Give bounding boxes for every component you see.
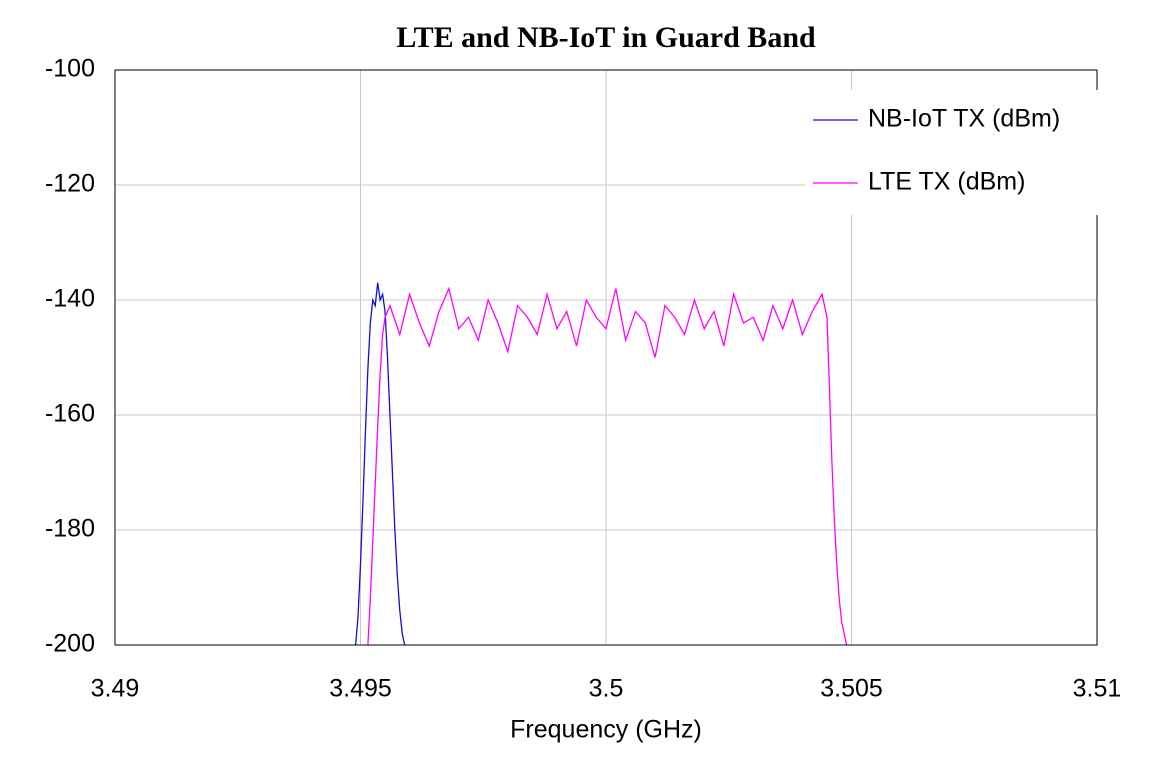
x-axis-label: Frequency (GHz) <box>510 716 702 744</box>
y-tick-label: -200 <box>45 630 95 658</box>
chart-title: LTE and NB-IoT in Guard Band <box>396 21 816 54</box>
y-tick-label: -100 <box>45 55 95 83</box>
legend-label: NB-IoT TX (dBm) <box>868 105 1060 133</box>
y-tick-label: -140 <box>45 285 95 313</box>
x-tick-label: 3.495 <box>329 675 392 703</box>
x-tick-label: 3.5 <box>589 675 624 703</box>
legend-box <box>805 90 1140 215</box>
series-line <box>354 282 406 646</box>
x-tick-label: 3.51 <box>1073 675 1122 703</box>
series-line <box>367 286 848 646</box>
y-tick-label: -160 <box>45 400 95 428</box>
x-tick-label: 3.505 <box>820 675 883 703</box>
x-tick-label: 3.49 <box>91 675 140 703</box>
legend: NB-IoT TX (dBm) LTE TX (dBm) <box>805 90 1140 215</box>
legend-label: LTE TX (dBm) <box>868 168 1025 196</box>
y-tick-label: -180 <box>45 515 95 543</box>
plot-border <box>114 69 1098 646</box>
y-tick-label: -120 <box>45 170 95 198</box>
